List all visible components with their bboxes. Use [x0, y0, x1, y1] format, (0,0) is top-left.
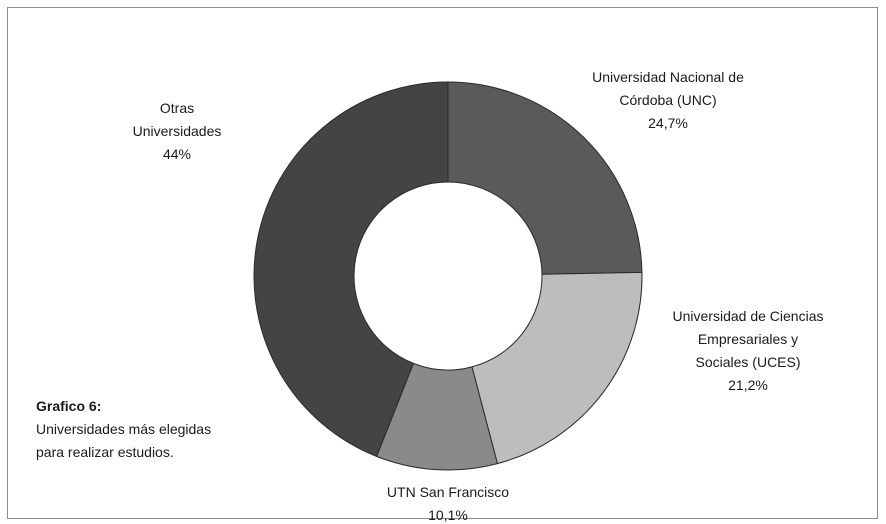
caption-title: Grafico 6:: [36, 398, 102, 414]
caption-text: Universidades más elegidas para realizar…: [36, 421, 212, 460]
slice-label-name: UTN San Francisco: [386, 484, 510, 500]
slice-label-name: Universidad Nacional de Córdoba (UNC): [592, 69, 744, 108]
caption: Grafico 6: Universidades más elegidas pa…: [36, 395, 226, 464]
slice-label-value: 24,7%: [648, 115, 688, 131]
donut-slice: [447, 81, 643, 275]
slice-label-value: 10,1%: [428, 507, 468, 523]
chart-frame: [7, 7, 878, 519]
slice-label-value: 21,2%: [728, 377, 768, 393]
donut-slice: [471, 271, 643, 465]
donut-slice: [253, 81, 449, 458]
slice-label-name: Universidad de Ciencias Empresariales y …: [672, 308, 824, 370]
slice-label-name: Otras Universidades: [132, 100, 222, 139]
slice-label: Otras Universidades 44%: [122, 97, 232, 166]
slice-label: UTN San Francisco 10,1%: [348, 481, 548, 524]
slice-label: Universidad Nacional de Córdoba (UNC) 24,…: [578, 66, 758, 135]
slice-label-value: 44%: [162, 146, 192, 162]
slice-label: Universidad de Ciencias Empresariales y …: [672, 305, 824, 397]
